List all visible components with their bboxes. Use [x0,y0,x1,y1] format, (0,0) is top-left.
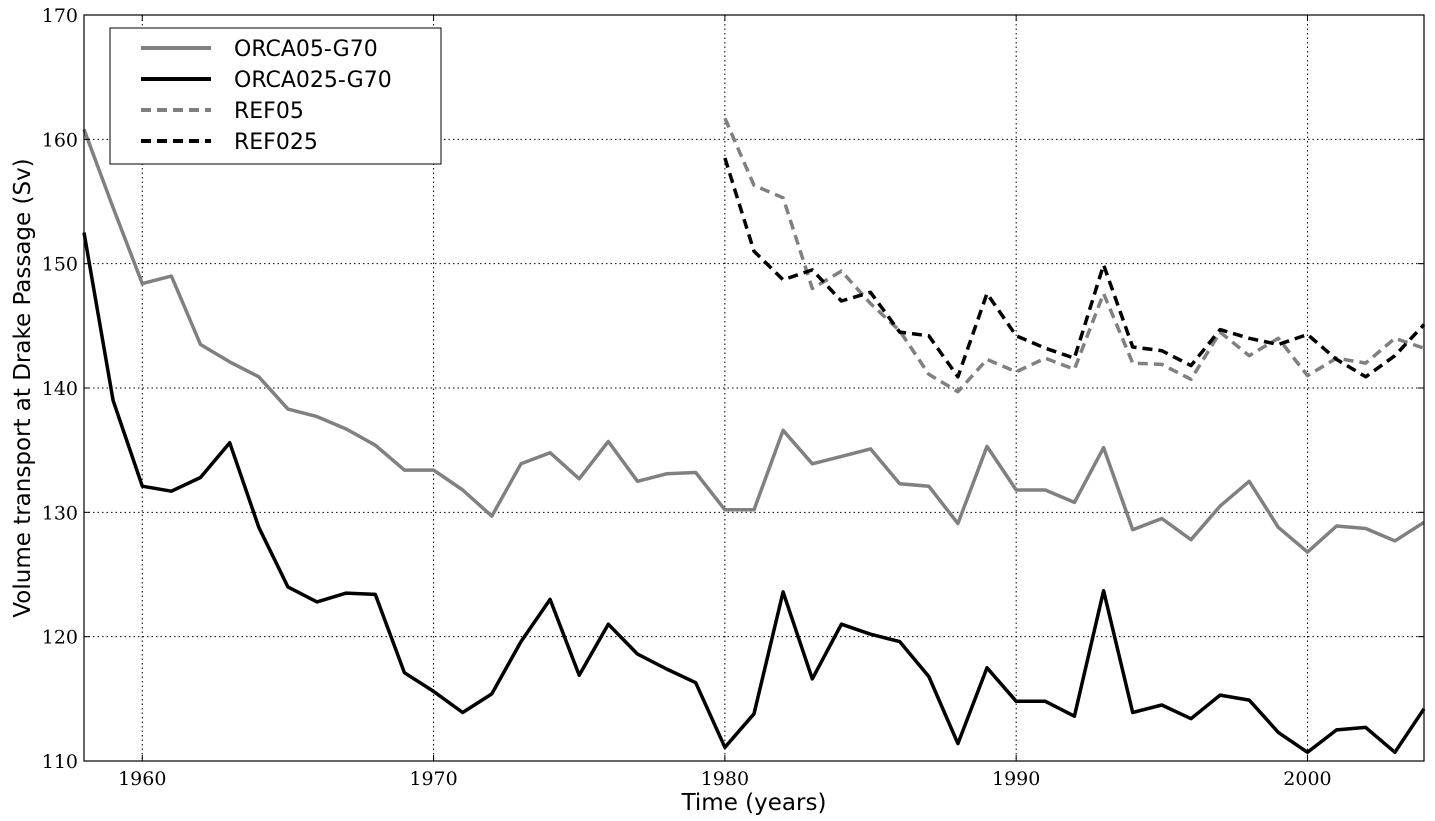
x-axis-label: Time (years) [681,790,827,816]
y-tick-label: 170 [42,5,78,27]
series-line-ref05 [723,117,1425,394]
plot-series [82,117,1426,755]
y-tick-label: 120 [42,627,78,649]
y-tick-label: 150 [42,254,78,276]
legend-label-orca025-g70: ORCA025-G70 [234,68,392,93]
legend: ORCA05-G70 ORCA025-G70 REF05 REF025 [109,27,442,165]
legend-label-orca05-g70: ORCA05-G70 [234,37,378,62]
legend-label-ref025: REF025 [234,130,318,155]
x-tick-label: 1960 [118,768,166,790]
y-tick-label: 140 [42,378,78,400]
y-tick-label: 130 [42,502,78,524]
y-axis-label: Volume transport at Drake Passage (Sv) [10,158,36,617]
x-tick-label: 1980 [701,768,749,790]
x-tick-label: 1970 [409,768,457,790]
series-line-orca025-g70 [82,232,1426,755]
axis-ticks: 1960 1970 1980 1990 2000 110 120 130 140 150 160 17… [42,5,1424,790]
y-tick-label: 160 [42,129,78,151]
x-tick-label: 2000 [1283,768,1331,790]
grid-lines [84,15,1424,761]
x-tick-label: 1990 [992,768,1040,790]
y-tick-label: 110 [42,751,78,773]
series-line-ref025 [723,157,1426,379]
legend-label-ref05: REF05 [234,99,304,124]
series-line-orca05-g70 [82,128,1425,554]
